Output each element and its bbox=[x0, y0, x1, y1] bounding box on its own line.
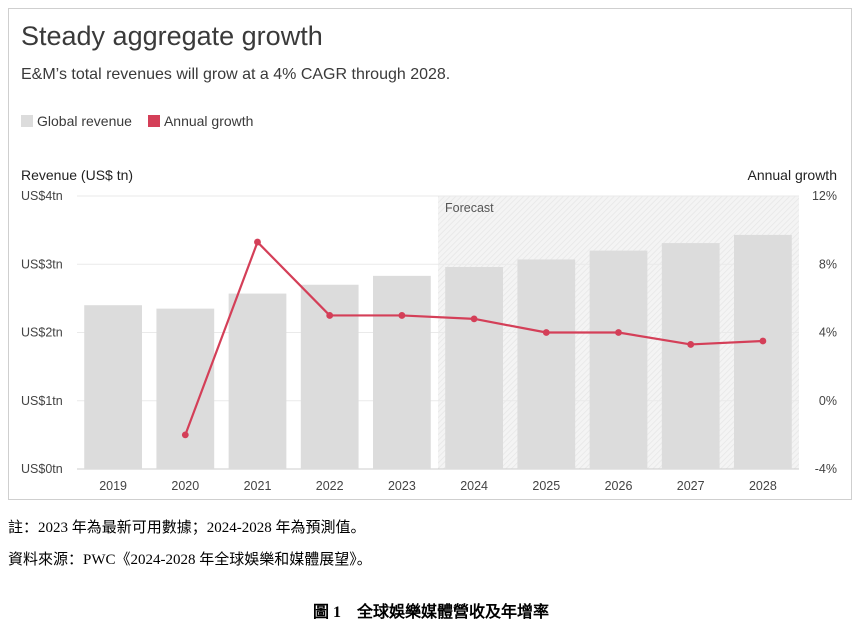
x-tick-label: 2023 bbox=[388, 479, 416, 493]
forecast-label: Forecast bbox=[445, 201, 494, 215]
bar-revenue-2024 bbox=[445, 266, 503, 469]
bar-revenue-2028 bbox=[734, 234, 792, 469]
bar-revenue-2023 bbox=[373, 275, 431, 469]
x-tick-label: 2021 bbox=[244, 479, 272, 493]
note-line: 註：2023 年為最新可用數據；2024-2028 年為預測值。 bbox=[8, 520, 366, 536]
y-tick-label: US$1tn bbox=[21, 394, 63, 408]
legend-label-growth: Annual growth bbox=[163, 113, 254, 129]
growth-point-2027 bbox=[687, 341, 695, 348]
legend-swatch-growth bbox=[147, 115, 160, 127]
y2-tick-label: 0% bbox=[819, 394, 837, 408]
x-tick-label: 2024 bbox=[460, 479, 488, 493]
bar-revenue-2021 bbox=[228, 293, 287, 469]
growth-point-2025 bbox=[542, 329, 550, 336]
y-axis-title: Revenue (US$ tn) bbox=[21, 167, 133, 183]
bar-revenue-2026 bbox=[589, 250, 648, 469]
growth-point-2026 bbox=[615, 329, 622, 336]
x-tick-label: 2022 bbox=[316, 479, 344, 493]
x-tick-label: 2028 bbox=[749, 479, 777, 493]
x-tick-label: 2027 bbox=[677, 479, 705, 493]
x-tick-label: 2025 bbox=[532, 479, 560, 493]
bar-revenue-2019 bbox=[84, 305, 142, 469]
y2-tick-label: 8% bbox=[819, 257, 837, 271]
bar-revenue-2027 bbox=[661, 243, 720, 469]
legend-swatch-revenue bbox=[21, 115, 33, 127]
chart-plot: Forecast US$0tn -4% US$1tn 0% US$2tn 4% US$3tn 8… bbox=[21, 167, 837, 493]
y2-axis-title: Annual growth bbox=[747, 167, 837, 183]
y-tick-label: US$3tn bbox=[21, 257, 63, 271]
growth-point-2021 bbox=[254, 238, 261, 246]
x-tick-label: 2026 bbox=[605, 479, 633, 493]
figure-caption: 圖 1 全球娛樂媒體營收及年增率 bbox=[312, 604, 549, 621]
growth-point-2028 bbox=[759, 337, 767, 345]
bar-revenue-2020 bbox=[156, 308, 215, 469]
legend-item-growth: Annual growth bbox=[147, 113, 254, 129]
y-tick-label: US$0tn bbox=[21, 462, 63, 476]
chart-card: Steady aggregate growth E&M’s total reve… bbox=[8, 8, 852, 500]
source-line: 資料來源：PWC《2024-2028 年全球娛樂和媒體展望》。 bbox=[8, 552, 372, 568]
growth-point-2024 bbox=[470, 315, 478, 323]
growth-point-2023 bbox=[398, 312, 406, 319]
legend: Global revenue Annual growth bbox=[21, 113, 263, 129]
chart-title: Steady aggregate growth bbox=[21, 21, 323, 51]
y-tick-label: US$4tn bbox=[21, 189, 63, 203]
y-tick-label: US$2tn bbox=[21, 326, 63, 340]
bar-revenue-2025 bbox=[517, 259, 576, 469]
y2-tick-label: -4% bbox=[815, 462, 837, 476]
chart-subtitle: E&M’s total revenues will grow at a 4% C… bbox=[21, 66, 451, 83]
y2-tick-label: 4% bbox=[819, 326, 837, 340]
x-tick-label: 2020 bbox=[171, 479, 199, 493]
legend-item-revenue: Global revenue bbox=[21, 113, 132, 129]
growth-point-2022 bbox=[326, 312, 334, 319]
y2-tick-label: 12% bbox=[812, 189, 837, 203]
growth-point-2020 bbox=[181, 431, 189, 439]
x-tick-label: 2019 bbox=[99, 479, 127, 493]
legend-label-revenue: Global revenue bbox=[37, 113, 132, 129]
notes: 註：2023 年為最新可用數據；2024-2028 年為預測值。 資料來源：PW… bbox=[8, 512, 372, 576]
